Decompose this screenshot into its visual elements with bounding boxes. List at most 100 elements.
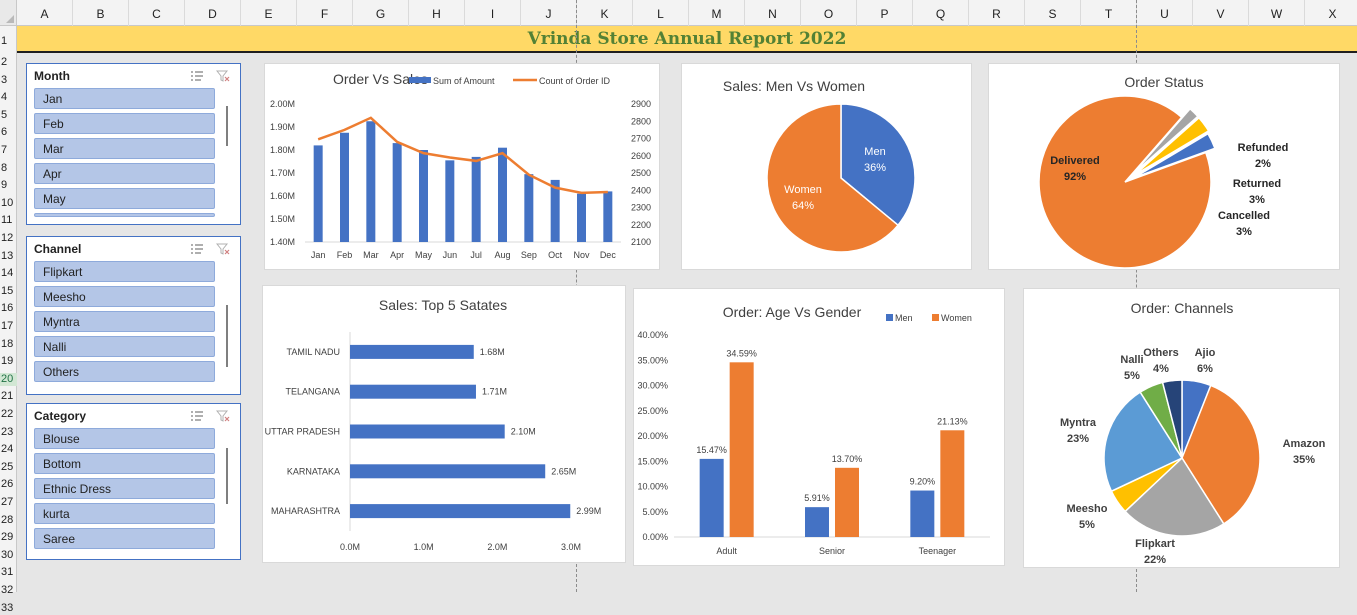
slicer-item[interactable]: Flipkart (34, 261, 215, 282)
column-header[interactable]: U (1137, 0, 1193, 26)
row-header[interactable]: 28 (1, 513, 14, 526)
row-header[interactable]: 1 (1, 35, 8, 47)
column-header[interactable]: G (353, 0, 409, 26)
row-header[interactable]: 8 (1, 161, 8, 174)
clear-filter-icon[interactable] (216, 242, 230, 256)
column-header[interactable]: F (297, 0, 353, 26)
multi-select-icon[interactable] (190, 243, 204, 255)
bar-value-label: 5.91% (804, 493, 830, 503)
age-vs-gender-chart[interactable]: Order: Age Vs Gender Men Women 0.00% 5.00% 10… (633, 288, 1005, 566)
column-header[interactable]: H (409, 0, 465, 26)
row-header[interactable]: 6 (1, 126, 8, 139)
slicer-channel[interactable]: Channel Flipkart Meesho Myntra Nalli Others (26, 236, 241, 395)
row-header[interactable]: 3 (1, 73, 8, 86)
clear-filter-icon[interactable] (216, 69, 230, 83)
row-header[interactable]: 9 (1, 179, 8, 192)
column-header[interactable]: T (1081, 0, 1137, 26)
slicer-scrollbar[interactable] (226, 305, 228, 367)
column-header[interactable]: I (465, 0, 521, 26)
slicer-item[interactable]: Feb (34, 113, 215, 134)
column-header[interactable]: M (689, 0, 745, 26)
slicer-item[interactable]: May (34, 188, 215, 209)
slicer-item[interactable]: Meesho (34, 286, 215, 307)
row-header[interactable]: 30 (1, 548, 14, 561)
multi-select-icon[interactable] (190, 70, 204, 82)
x-tick-label: 3.0M (561, 542, 581, 552)
row-header[interactable]: 15 (1, 284, 14, 297)
clear-filter-icon[interactable] (216, 409, 230, 423)
slicer-item[interactable]: Jan (34, 88, 215, 109)
pie-label-nalli: Nalli (1120, 354, 1143, 366)
row-header[interactable]: 21 (1, 390, 14, 403)
row-header[interactable]: 22 (1, 408, 14, 420)
row-header[interactable]: 7 (1, 144, 8, 156)
row-header[interactable]: 12 (1, 232, 14, 244)
slicer-scrollbar[interactable] (226, 106, 228, 146)
slicer-month[interactable]: Month Jan Feb Mar Apr May (26, 63, 241, 225)
row-header[interactable]: 33 (1, 601, 14, 614)
column-header[interactable]: E (241, 0, 297, 26)
slicer-item[interactable]: Nalli (34, 336, 215, 357)
row-header[interactable]: 23 (1, 425, 14, 438)
y2-tick-label: 2200 (631, 220, 651, 230)
pie-slice-cancelled (1133, 132, 1216, 179)
row-header[interactable]: 17 (1, 320, 14, 332)
slicer-item[interactable]: Ethnic Dress (34, 478, 215, 499)
row-header[interactable]: 18 (1, 337, 14, 350)
column-header[interactable]: A (17, 0, 73, 26)
slicer-item[interactable]: Bottom (34, 453, 215, 474)
slicer-category[interactable]: Category Blouse Bottom Ethnic Dress kurta Sar… (26, 403, 241, 560)
column-header[interactable]: L (633, 0, 689, 26)
men-vs-women-chart[interactable]: Sales: Men Vs Women Men 36% Women 64% (681, 63, 972, 270)
slicer-item[interactable]: Myntra (34, 311, 215, 332)
row-header[interactable]: 10 (1, 196, 14, 209)
row-header[interactable]: 31 (1, 566, 14, 579)
row-header[interactable]: 14 (1, 267, 14, 280)
slicer-scrollbar[interactable] (226, 448, 228, 504)
column-header[interactable]: V (1193, 0, 1249, 26)
row-header[interactable]: 25 (1, 460, 14, 473)
row-header[interactable]: 2 (1, 56, 8, 68)
column-header[interactable]: N (745, 0, 801, 26)
column-header[interactable]: D (185, 0, 241, 26)
column-header[interactable]: B (73, 0, 129, 26)
row-header[interactable]: 29 (1, 531, 14, 544)
column-header[interactable]: J (521, 0, 577, 26)
column-header[interactable]: P (857, 0, 913, 26)
row-header[interactable]: 5 (1, 108, 8, 121)
column-header[interactable]: R (969, 0, 1025, 26)
row-header[interactable]: 32 (1, 584, 14, 596)
column-header[interactable]: W (1249, 0, 1305, 26)
row-header[interactable]: 19 (1, 355, 14, 368)
row-header[interactable]: 4 (1, 91, 8, 104)
y-tick-label: 1.70M (270, 168, 295, 178)
bar-value-label: 34.59% (726, 348, 757, 358)
slicer-item[interactable]: Mar (34, 138, 215, 159)
slicer-item[interactable]: Saree (34, 528, 215, 549)
column-header[interactable]: X (1305, 0, 1357, 26)
row-header[interactable]: 27 (1, 496, 14, 508)
row-header[interactable]: 24 (1, 443, 14, 456)
select-all-corner[interactable] (0, 0, 17, 26)
row-header[interactable]: 13 (1, 249, 14, 262)
slicer-item[interactable]: Apr (34, 163, 215, 184)
slicer-item[interactable]: kurta (34, 503, 215, 524)
row-header[interactable]: 20 (0, 372, 17, 386)
slicer-item[interactable]: Blouse (34, 428, 215, 449)
column-header[interactable]: Q (913, 0, 969, 26)
top5-states-chart[interactable]: Sales: Top 5 Satates TAMIL NADU 1.68M TELAN… (262, 285, 626, 563)
column-header[interactable]: O (801, 0, 857, 26)
row-header[interactable]: 26 (1, 478, 14, 491)
column-header[interactable]: S (1025, 0, 1081, 26)
row-header[interactable]: 16 (1, 302, 14, 315)
order-vs-sales-chart[interactable]: Order Vs Sales Sum of Amount Count of Orde… (264, 63, 660, 270)
multi-select-icon[interactable] (190, 410, 204, 422)
pie-slice-others (1161, 379, 1183, 459)
row-header[interactable]: 11 (1, 214, 13, 227)
order-status-chart[interactable]: Order Status Delivered 92% Refunded 2% Return… (988, 63, 1340, 270)
channels-chart[interactable]: Order: Channels Ajio 6% Amazon 35% Flipkart 22… (1023, 288, 1340, 568)
slicer-item[interactable]: Others (34, 361, 215, 382)
column-header[interactable]: C (129, 0, 185, 26)
column-header[interactable]: K (577, 0, 633, 26)
y2-tick-label: 2300 (631, 203, 651, 213)
